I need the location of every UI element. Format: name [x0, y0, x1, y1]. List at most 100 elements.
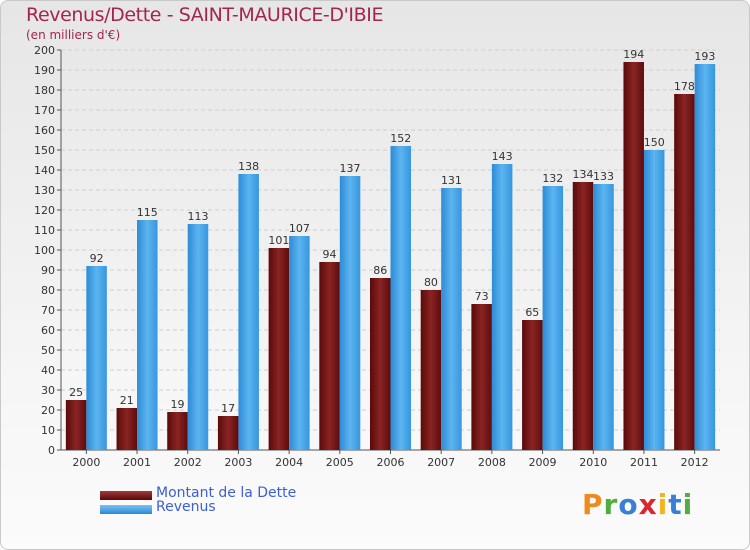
bar-dette [217, 416, 239, 450]
x-tick-label: 2007 [427, 456, 455, 469]
data-label-revenus: 138 [238, 160, 259, 173]
y-tick-label: 130 [34, 184, 55, 197]
y-tick-label: 190 [34, 64, 55, 77]
y-tick-label: 50 [41, 344, 55, 357]
data-label-revenus: 150 [644, 136, 665, 149]
logo-letter: r [603, 488, 619, 521]
data-label-dette: 94 [323, 248, 337, 261]
data-label-dette: 19 [170, 398, 184, 411]
y-tick-label: 40 [41, 364, 55, 377]
data-label-revenus: 143 [492, 150, 513, 163]
y-tick-label: 140 [34, 164, 55, 177]
y-tick-label: 100 [34, 244, 55, 257]
y-tick-label: 30 [41, 384, 55, 397]
bar-dette [167, 412, 188, 450]
bar-revenus [694, 64, 716, 450]
x-tick-label: 2010 [579, 456, 607, 469]
logo-letter: t [668, 488, 683, 521]
data-label-dette: 101 [268, 234, 289, 247]
proxiti-logo: Proxiti [582, 488, 693, 521]
data-label-dette: 21 [120, 394, 134, 407]
x-tick-label: 2011 [630, 456, 658, 469]
bar-revenus [643, 150, 665, 450]
y-tick-label: 150 [34, 144, 55, 157]
bar-revenus [86, 266, 107, 450]
x-tick-label: 2001 [123, 456, 151, 469]
y-tick-label: 120 [34, 204, 55, 217]
bar-revenus [238, 174, 259, 450]
data-label-dette: 65 [525, 306, 539, 319]
y-tick-label: 110 [34, 224, 55, 237]
bar-revenus [441, 188, 462, 450]
bar-dette [420, 290, 442, 450]
legend-swatch-dette [100, 491, 152, 500]
data-label-revenus: 92 [90, 252, 104, 265]
data-label-dette: 80 [424, 276, 438, 289]
bar-revenus [491, 164, 513, 450]
x-tick-label: 2003 [224, 456, 252, 469]
data-label-revenus: 152 [390, 132, 411, 145]
data-label-dette: 73 [475, 290, 489, 303]
data-label-revenus: 132 [542, 172, 563, 185]
y-tick-label: 170 [34, 104, 55, 117]
y-tick-label: 90 [41, 264, 55, 277]
logo-letter: x [638, 488, 658, 521]
data-label-revenus: 193 [694, 50, 715, 63]
y-tick-label: 200 [34, 44, 55, 57]
logo-letter: P [582, 488, 604, 521]
data-label-revenus: 107 [289, 222, 310, 235]
bar-dette [674, 94, 695, 450]
x-tick-label: 2012 [681, 456, 709, 469]
bar-dette [471, 304, 492, 450]
y-tick-label: 160 [34, 124, 55, 137]
x-tick-label: 2006 [377, 456, 405, 469]
x-tick-label: 2008 [478, 456, 506, 469]
bar-revenus [390, 146, 411, 450]
x-tick-label: 2005 [326, 456, 354, 469]
y-tick-label: 0 [48, 444, 55, 457]
bar-revenus [137, 220, 158, 450]
data-label-dette: 194 [623, 48, 644, 61]
data-label-revenus: 131 [441, 174, 462, 187]
bar-dette [319, 262, 340, 450]
bar-dette [572, 182, 594, 450]
legend-label-dette: Montant de la Dette [156, 485, 297, 501]
data-label-dette: 178 [674, 80, 695, 93]
y-tick-label: 70 [41, 304, 55, 317]
legend-label-revenus: Revenus [156, 499, 216, 515]
bar-revenus [187, 224, 209, 450]
x-tick-label: 2004 [275, 456, 303, 469]
bar-dette [370, 278, 391, 450]
data-label-dette: 134 [573, 168, 594, 181]
bar-dette [522, 320, 543, 450]
data-label-revenus: 137 [340, 162, 361, 175]
data-label-dette: 25 [69, 386, 83, 399]
bar-dette [65, 400, 87, 450]
y-tick-label: 10 [41, 424, 55, 437]
bar-dette [268, 248, 290, 450]
data-label-revenus: 115 [137, 206, 158, 219]
logo-letter: i [682, 488, 694, 521]
x-tick-label: 2002 [174, 456, 202, 469]
legend-swatch-revenus [100, 505, 152, 514]
bar-revenus [542, 186, 564, 450]
chart-subtitle: (en milliers d'€) [26, 28, 121, 42]
bar-revenus [289, 236, 310, 450]
y-tick-label: 60 [41, 324, 55, 337]
bar-revenus [593, 184, 614, 450]
bar-revenus [339, 176, 361, 450]
x-tick-label: 2000 [72, 456, 100, 469]
bar-dette [623, 62, 644, 450]
logo-letter: o [618, 488, 639, 521]
data-label-revenus: 113 [187, 210, 208, 223]
data-label-revenus: 133 [593, 170, 614, 183]
x-tick-label: 2009 [529, 456, 557, 469]
data-label-dette: 17 [221, 402, 235, 415]
y-tick-label: 80 [41, 284, 55, 297]
logo-letter: i [657, 488, 669, 521]
chart-title: Revenus/Dette - SAINT-MAURICE-D'IBIE [26, 4, 384, 26]
data-label-dette: 86 [373, 264, 387, 277]
y-tick-label: 180 [34, 84, 55, 97]
bar-dette [116, 408, 138, 450]
